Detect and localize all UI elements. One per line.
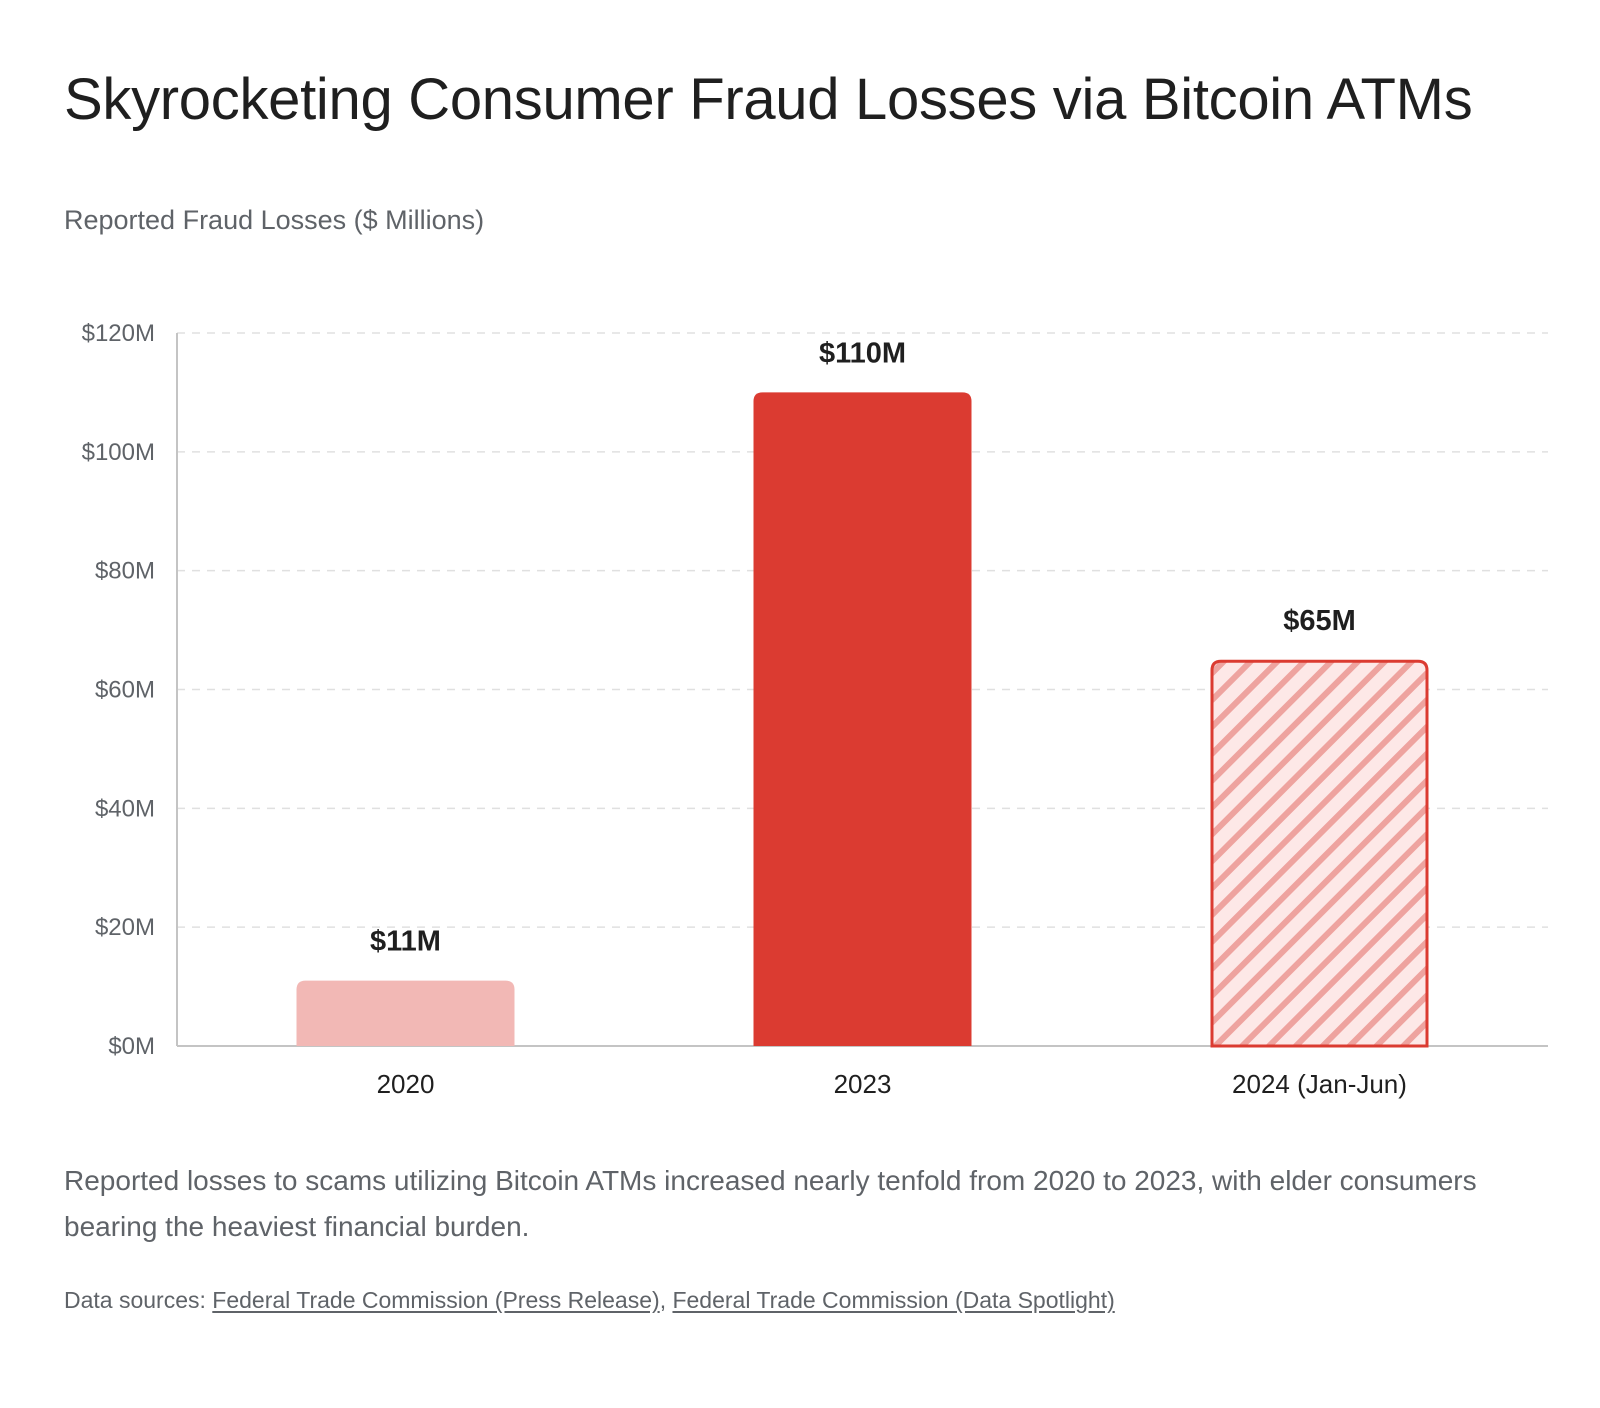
y-tick-label: $120M	[82, 320, 155, 347]
labels: $0M $20M $40M $60M $80M $100M $120M $11M 2020 $11…	[82, 320, 1407, 1099]
source-link-press-release[interactable]: Federal Trade Commission (Press Release)	[212, 1287, 660, 1313]
y-tick-label: $60M	[95, 677, 155, 704]
sources-prefix: Data sources:	[64, 1287, 213, 1313]
data-label: $110M	[819, 337, 906, 369]
bar-2020	[296, 980, 515, 1046]
y-tick-label: $100M	[82, 439, 155, 466]
x-tick-label: 2023	[834, 1069, 892, 1099]
source-link-data-spotlight[interactable]: Federal Trade Commission (Data Spotlight…	[672, 1287, 1115, 1313]
sources-separator: ,	[659, 1287, 673, 1313]
bar-chart: $0M $20M $40M $60M $80M $100M $120M $11M 2020 $11…	[82, 320, 1548, 1099]
y-tick-label: $0M	[108, 1033, 155, 1060]
bars	[296, 392, 1429, 1048]
data-label: $65M	[1283, 605, 1356, 637]
y-tick-label: $20M	[95, 914, 155, 941]
x-tick-label: 2020	[377, 1069, 435, 1099]
bar-2023	[753, 392, 972, 1047]
y-tick-label: $80M	[95, 558, 155, 585]
chart-subtitle: Reported Fraud Losses ($ Millions)	[64, 205, 485, 235]
y-tick-label: $40M	[95, 795, 155, 822]
data-label: $11M	[370, 926, 441, 958]
data-sources: Data sources: Federal Trade Commission (…	[64, 1284, 1115, 1316]
chart-title: Skyrocketing Consumer Fraud Losses via B…	[64, 67, 1473, 132]
x-tick-label: 2024 (Jan-Jun)	[1232, 1069, 1407, 1099]
bar-2024	[1210, 659, 1429, 1048]
chart-description: Reported losses to scams utilizing Bitco…	[64, 1165, 1477, 1242]
